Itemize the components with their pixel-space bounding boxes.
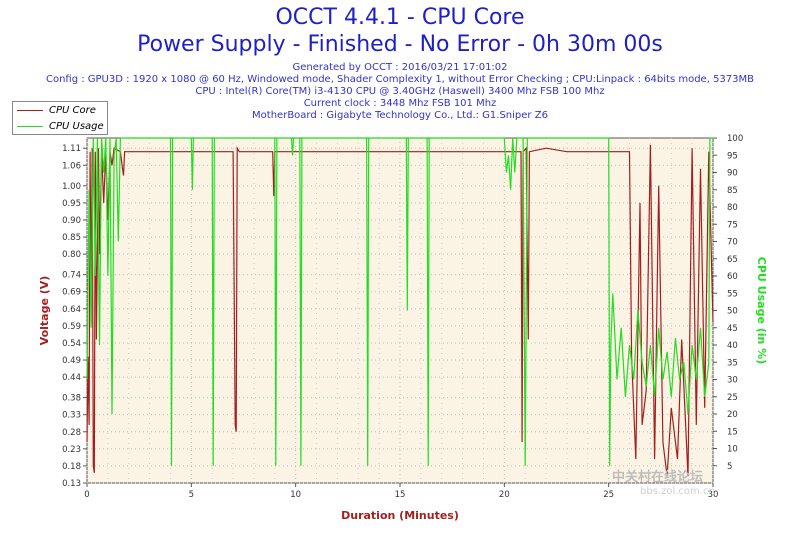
y-tick-label: 0.74 [62,271,81,281]
y2-tick-label: 90 [727,169,738,179]
x-tick-label: 5 [189,490,194,500]
y2-tick-label: 80 [727,203,738,213]
x-tick-label: 15 [395,490,406,500]
y-tick-label: 0.23 [62,445,81,455]
cpu-info: CPU : Intel(R) Core(TM) i3-4130 CPU @ 3.… [195,86,605,97]
y-tick-label: 0.28 [62,428,81,438]
series-line-cpu-usage [86,137,713,466]
y2-tick-label: 10 [727,445,738,455]
x-tick-label: 25 [603,490,614,500]
y-tick-label: 1.00 [62,182,81,192]
legend-swatch-cpu-usage [17,125,43,127]
y-tick-label: 0.95 [62,199,81,209]
y-tick-label: 0.54 [62,339,81,349]
motherboard-info: MotherBoard : Gigabyte Technology Co., L… [252,110,548,121]
y2-tick-label: 25 [727,393,738,403]
y2-tick-label: 60 [727,272,738,282]
y2-tick-label: 30 [727,376,738,386]
watermark-url: bbs.zol.com.cn [640,486,715,497]
y2-tick-label: 100 [727,134,743,144]
y-tick-label: 0.85 [62,233,81,243]
y-tick-label: 0.90 [62,216,81,226]
y-tick-label: 1.11 [62,144,81,154]
y2-tick-label: 95 [727,151,738,161]
y-tick-label: 0.13 [62,479,81,489]
x-tick-label: 0 [84,490,89,500]
y-axis-label: Voltage (V) [38,276,51,346]
generated-info: Generated by OCCT : 2016/03/21 17:01:02 [292,62,508,73]
x-tick-label: 30 [708,490,719,500]
y2-tick-label: 5 [727,462,732,472]
clock-info: Current clock : 3448 Mhz FSB 101 Mhz [303,98,497,109]
y-tick-label: 0.80 [62,250,81,260]
y-tick-label: 0.38 [62,394,81,404]
y2-axis-label: CPU Usage (in %) [755,257,768,364]
legend: CPU Core CPU Usage [12,101,108,135]
y2-tick-label: 40 [727,341,738,351]
y-tick-label: 0.69 [62,288,81,298]
x-axis-label: Duration (Minutes) [341,509,459,522]
y2-tick-label: 85 [727,186,738,196]
legend-label-cpu-core: CPU Core [49,104,96,116]
y2-tick-label: 75 [727,220,738,230]
legend-label-cpu-usage: CPU Usage [49,120,104,132]
y2-tick-label: 55 [727,289,738,299]
y2-tick-label: 15 [727,427,738,437]
y2-tick-label: 35 [727,358,738,368]
y-tick-label: 1.06 [62,161,81,171]
watermark-text: 中关村在线论坛 [612,470,704,485]
y2-tick-label: 50 [727,307,738,317]
x-tick-label: 10 [290,490,301,500]
legend-swatch-cpu-core [17,109,43,111]
y-tick-label: 0.33 [62,411,81,421]
y2-tick-label: 45 [727,324,738,334]
y-tick-label: 0.64 [62,305,81,315]
chart-title: OCCT 4.4.1 - CPU Core [275,5,525,30]
series-line-cpu-core [86,144,714,477]
x-tick-label: 20 [499,490,510,500]
legend-item-cpu-usage: CPU Usage [17,119,104,133]
y-tick-label: 0.49 [62,356,81,366]
y-tick-label: 0.44 [62,373,81,383]
y-tick-label: 0.18 [62,462,81,472]
chart-subtitle: Power Supply - Finished - No Error - 0h … [137,32,663,57]
y2-tick-label: 20 [727,410,738,420]
legend-item-cpu-core: CPU Core [17,103,96,117]
y2-tick-label: 65 [727,255,738,265]
y2-tick-label: 70 [727,238,738,248]
config-info: Config : GPU3D : 1920 x 1080 @ 60 Hz, Wi… [45,74,755,85]
y-tick-label: 0.59 [62,322,81,332]
